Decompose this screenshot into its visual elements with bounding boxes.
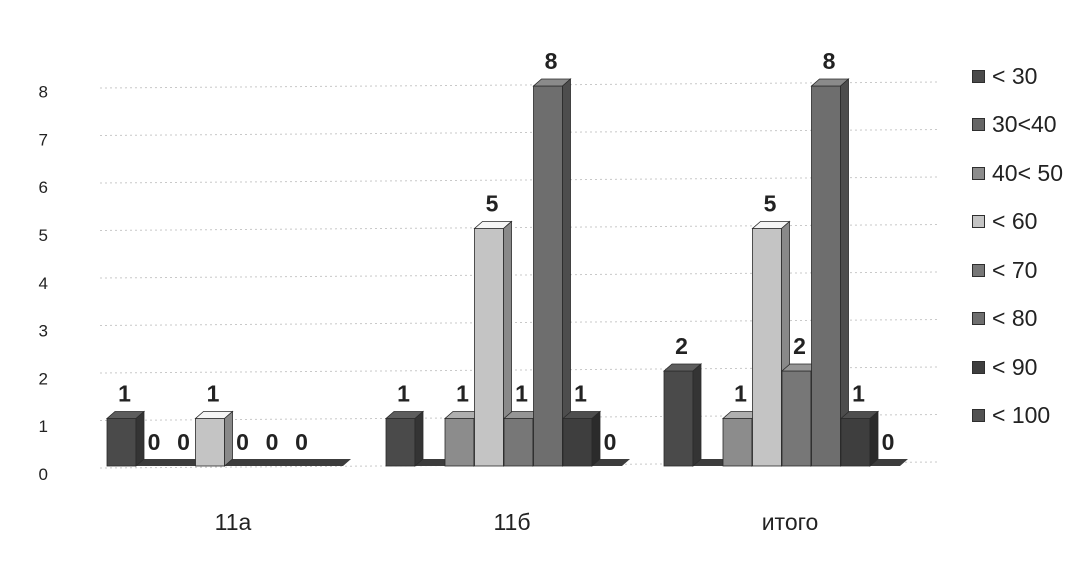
x-tick-label: 11а: [215, 509, 252, 535]
y-tick-label: 8: [39, 83, 48, 102]
data-label: 1: [118, 381, 131, 407]
y-tick-label: 0: [39, 465, 48, 484]
legend-swatch: [972, 312, 985, 326]
legend-item: < 100: [972, 392, 1084, 441]
y-tick-label: 5: [39, 226, 48, 245]
x-tick-label: 11б: [493, 509, 530, 535]
data-label: 8: [823, 48, 836, 74]
legend-swatch: [972, 166, 985, 180]
legend-swatch: [972, 215, 985, 229]
legend-swatch: [972, 118, 985, 132]
legend-item: < 70: [972, 246, 1084, 295]
legend-label: < 80: [992, 305, 1038, 332]
data-label: 8: [545, 48, 558, 74]
legend: < 30 30<40 40< 50 < 60 < 70 < 80 < 90 < 100: [972, 52, 1084, 440]
legend-label: < 30: [992, 62, 1038, 89]
legend-swatch: [972, 69, 985, 83]
bar: [384, 410, 425, 467]
y-tick-label: 6: [39, 178, 48, 197]
data-label: 1: [397, 381, 410, 407]
y-tick-label: 7: [39, 130, 48, 149]
x-tick-label: итого: [762, 509, 819, 535]
data-label: 1: [852, 381, 865, 407]
bars: [105, 78, 880, 467]
legend-item: < 60: [972, 198, 1084, 247]
bar: [810, 78, 850, 467]
data-label: 1: [207, 381, 220, 407]
gridline: [99, 81, 941, 89]
gridline: [99, 176, 941, 184]
bar: [721, 410, 762, 467]
y-axis: 0 1 2 3 4 5 6 7 8: [39, 83, 48, 484]
legend-label: < 100: [992, 402, 1051, 429]
legend-swatch: [972, 263, 985, 277]
gridlines: [99, 81, 941, 469]
data-label: 1: [456, 381, 469, 407]
data-label: 0: [882, 429, 895, 455]
bar: [839, 410, 880, 467]
legend-label: 40< 50: [992, 159, 1063, 186]
data-label: 0: [236, 429, 249, 455]
data-label: 1: [574, 381, 587, 407]
x-axis: 11а 11б итого: [215, 509, 819, 535]
bar: [194, 410, 234, 467]
data-label: 0: [266, 429, 279, 455]
y-tick-label: 3: [39, 322, 48, 341]
legend-item: < 90: [972, 343, 1084, 392]
bar: [532, 78, 572, 467]
legend-swatch: [972, 360, 985, 374]
y-tick-label: 4: [39, 274, 48, 293]
legend-item: < 80: [972, 295, 1084, 344]
legend-label: < 70: [992, 256, 1038, 283]
bar: [105, 410, 146, 467]
legend-label: < 60: [992, 208, 1038, 235]
data-label: 5: [486, 191, 499, 217]
y-tick-label: 2: [39, 369, 48, 388]
legend-label: < 90: [992, 353, 1038, 380]
gridline: [99, 271, 941, 279]
gridline: [99, 129, 941, 136]
gridline: [99, 319, 941, 326]
bar: [561, 410, 602, 467]
legend-swatch: [972, 409, 985, 423]
legend-item: 30<40: [972, 101, 1084, 150]
y-tick-label: 1: [39, 417, 48, 436]
data-label: 0: [604, 429, 617, 455]
data-label: 0: [148, 429, 161, 455]
gridline: [99, 224, 941, 231]
data-label: 1: [515, 381, 528, 407]
data-label: 5: [764, 191, 777, 217]
data-label: 1: [734, 381, 747, 407]
bar: [662, 363, 703, 467]
data-label: 2: [793, 333, 806, 359]
legend-item: 40< 50: [972, 149, 1084, 198]
legend-item: < 30: [972, 52, 1084, 101]
data-label: 2: [675, 333, 688, 359]
data-label: 0: [177, 429, 190, 455]
legend-label: 30<40: [992, 111, 1057, 138]
data-label: 0: [295, 429, 308, 455]
